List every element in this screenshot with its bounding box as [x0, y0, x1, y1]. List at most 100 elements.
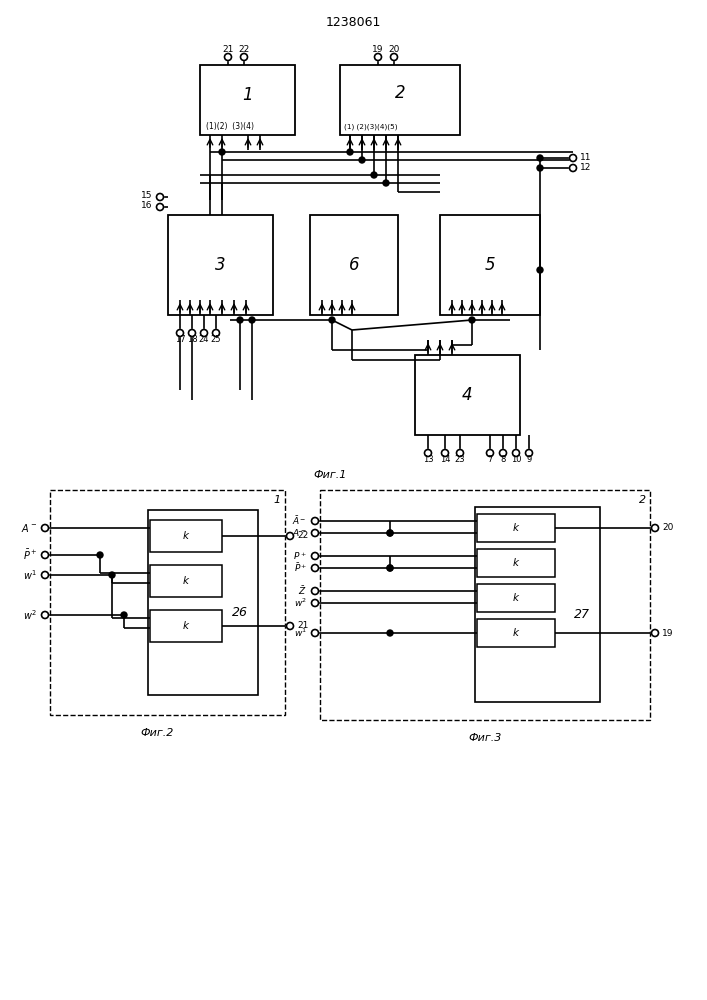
Text: 19: 19 — [373, 45, 384, 54]
Circle shape — [513, 450, 520, 456]
Circle shape — [537, 267, 543, 273]
Text: k: k — [513, 523, 519, 533]
Text: $A^-$: $A^-$ — [21, 522, 37, 534]
Circle shape — [387, 565, 393, 571]
Circle shape — [387, 630, 393, 636]
Circle shape — [286, 532, 293, 540]
Text: k: k — [183, 531, 189, 541]
Text: 7: 7 — [487, 456, 493, 464]
Circle shape — [387, 530, 393, 536]
Bar — [200, 65, 295, 135]
Circle shape — [156, 194, 163, 200]
Text: 11: 11 — [580, 153, 592, 162]
Circle shape — [219, 149, 225, 155]
Bar — [477, 584, 555, 612]
Circle shape — [537, 165, 543, 171]
Text: 27: 27 — [574, 608, 590, 621]
Text: 22: 22 — [297, 532, 308, 540]
Circle shape — [570, 164, 576, 172]
Text: 8: 8 — [501, 456, 506, 464]
Circle shape — [537, 155, 543, 161]
Bar — [50, 490, 285, 715]
Text: 20: 20 — [388, 45, 399, 54]
Circle shape — [240, 53, 247, 60]
Bar — [475, 507, 600, 702]
Text: $w^2$: $w^2$ — [294, 597, 307, 609]
Bar — [415, 355, 520, 435]
Text: 4: 4 — [462, 386, 473, 404]
Circle shape — [469, 317, 475, 323]
Text: 1238061: 1238061 — [325, 15, 380, 28]
Text: 21: 21 — [222, 45, 234, 54]
Text: 18: 18 — [187, 336, 197, 344]
Circle shape — [97, 552, 103, 558]
Circle shape — [329, 317, 335, 323]
Text: 17: 17 — [175, 336, 185, 344]
Circle shape — [312, 564, 318, 572]
Circle shape — [42, 572, 49, 578]
Circle shape — [651, 524, 658, 532]
Text: 16: 16 — [141, 202, 152, 211]
Bar — [150, 610, 222, 642]
Circle shape — [525, 450, 532, 456]
Text: 14: 14 — [440, 456, 450, 464]
Text: $w^1$: $w^1$ — [293, 627, 307, 639]
Text: 26: 26 — [232, 606, 248, 619]
Circle shape — [570, 154, 576, 161]
Text: 10: 10 — [510, 456, 521, 464]
Text: 25: 25 — [211, 336, 221, 344]
Circle shape — [225, 53, 231, 60]
Bar — [477, 619, 555, 647]
Text: (1)(2)  (3)(4): (1)(2) (3)(4) — [206, 122, 254, 131]
Text: 15: 15 — [141, 192, 152, 200]
Text: 1: 1 — [274, 495, 281, 505]
Circle shape — [286, 622, 293, 630]
Bar — [320, 490, 650, 720]
Text: 22: 22 — [238, 45, 250, 54]
Text: $\bar{Z}$: $\bar{Z}$ — [298, 585, 307, 597]
Circle shape — [441, 450, 448, 456]
Text: 3: 3 — [215, 256, 226, 274]
Circle shape — [387, 530, 393, 536]
Text: (1) (2)(3)(4)(5): (1) (2)(3)(4)(5) — [344, 124, 397, 130]
Text: k: k — [513, 628, 519, 638]
Bar — [340, 65, 460, 135]
Circle shape — [156, 204, 163, 211]
Circle shape — [312, 599, 318, 606]
Circle shape — [486, 450, 493, 456]
Text: $A^-$: $A^-$ — [292, 528, 307, 538]
Text: $P^+$: $P^+$ — [293, 550, 307, 562]
Text: 2: 2 — [639, 495, 646, 505]
Text: 13: 13 — [423, 456, 433, 464]
Circle shape — [177, 330, 184, 336]
Text: 12: 12 — [580, 163, 591, 172]
Circle shape — [201, 330, 207, 336]
Bar — [440, 215, 540, 315]
Text: 23: 23 — [455, 456, 465, 464]
Circle shape — [121, 612, 127, 618]
Circle shape — [390, 53, 397, 60]
Text: k: k — [183, 621, 189, 631]
Text: $\bar{P}^+$: $\bar{P}^+$ — [23, 548, 37, 562]
Circle shape — [500, 450, 506, 456]
Circle shape — [42, 552, 49, 558]
Text: Фиг.1: Фиг.1 — [313, 470, 346, 480]
Text: 20: 20 — [662, 524, 673, 532]
Bar — [477, 514, 555, 542]
Text: Фиг.3: Фиг.3 — [468, 733, 502, 743]
Circle shape — [312, 530, 318, 536]
Bar — [477, 549, 555, 577]
Circle shape — [371, 172, 377, 178]
Text: 5: 5 — [485, 256, 496, 274]
Text: $w^1$: $w^1$ — [23, 568, 37, 582]
Text: Фиг.2: Фиг.2 — [141, 728, 174, 738]
Circle shape — [249, 317, 255, 323]
Circle shape — [359, 157, 365, 163]
Bar — [168, 215, 273, 315]
Text: 21: 21 — [297, 621, 308, 631]
Circle shape — [312, 587, 318, 594]
Circle shape — [42, 524, 49, 532]
Circle shape — [109, 572, 115, 578]
Text: $w^2$: $w^2$ — [23, 608, 37, 622]
Text: 1: 1 — [243, 86, 253, 104]
